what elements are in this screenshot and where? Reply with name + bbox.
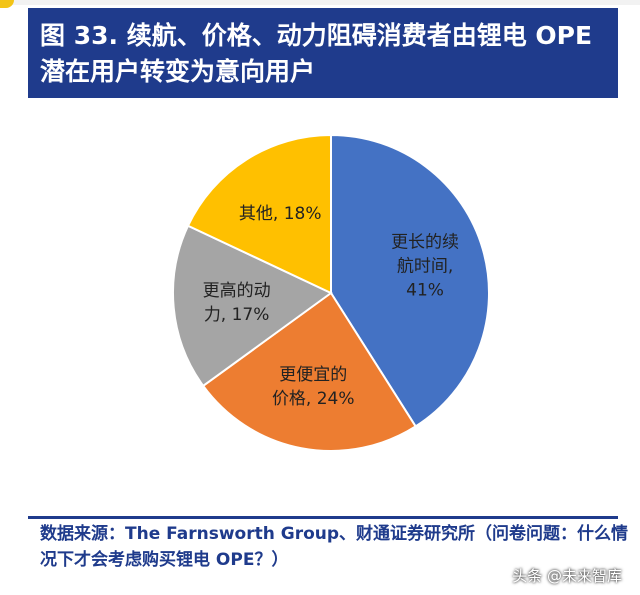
pie-slice-label-1-line-0: 更便宜的 bbox=[279, 365, 347, 385]
footer-divider bbox=[28, 516, 618, 519]
pie-slice-label-3: 其他, 18% bbox=[239, 204, 322, 224]
pie-slice-label-2-line-0: 更高的动 bbox=[203, 281, 271, 301]
pie-chart: 更长的续航时间, 41%更便宜的价格, 24%更高的动力, 17%其他, 18% bbox=[172, 133, 490, 452]
pie-slice-label-1: 更便宜的价格, 24% bbox=[272, 365, 355, 409]
pie-slice-label-0-line-0: 更长的续 bbox=[391, 233, 459, 253]
pie-slice-label-2-line-1: 力, 17% bbox=[204, 305, 270, 325]
pie-slice-label-0-line-1: 航时间, bbox=[397, 257, 453, 277]
pie-slice-label-0: 更长的续航时间, 41% bbox=[391, 233, 459, 301]
top-corner-dot bbox=[0, 0, 14, 8]
pie-slice-1 bbox=[201, 291, 418, 452]
top-accent-bar bbox=[0, 0, 640, 5]
pie-slice-label-3-line-0: 其他, 18% bbox=[239, 204, 322, 224]
pie-slice-label-2: 更高的动力, 17% bbox=[203, 281, 271, 325]
title-banner: 图 33. 续航、价格、动力阻碍消费者由锂电 OPE 潜在用户转变为意向用户 bbox=[28, 8, 618, 98]
pie-chart-area: 更长的续航时间, 41% 更便宜的价格, 24% 更高的动力, 17% 其他, 18% bbox=[0, 100, 640, 510]
source-note: 数据来源：The Farnsworth Group、财通证券研究所（问卷问题：什… bbox=[40, 524, 629, 570]
pie-slice-2 bbox=[172, 224, 333, 388]
watermark: 头条 @未来智库 bbox=[512, 567, 622, 585]
pie-slice-label-0-line-2: 41% bbox=[406, 281, 444, 301]
pie-slice-label-1-line-1: 价格, 24% bbox=[272, 389, 355, 409]
pie-slice-3 bbox=[186, 133, 332, 295]
page-title: 图 33. 续航、价格、动力阻碍消费者由锂电 OPE 潜在用户转变为意向用户 bbox=[40, 21, 593, 86]
